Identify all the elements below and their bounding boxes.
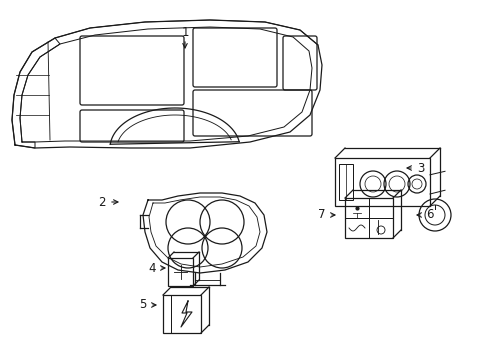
Bar	[334, 158, 429, 206]
Text: 2: 2	[98, 195, 105, 208]
Text: 3: 3	[416, 162, 424, 175]
Bar	[168, 258, 193, 286]
Text: 7: 7	[318, 208, 325, 221]
Text: 5: 5	[139, 298, 146, 311]
Bar	[345, 198, 392, 238]
Bar	[163, 295, 201, 333]
Text: 6: 6	[426, 208, 433, 221]
Text: 4: 4	[148, 261, 156, 274]
Bar	[338, 164, 352, 200]
Text: 1: 1	[181, 26, 188, 39]
